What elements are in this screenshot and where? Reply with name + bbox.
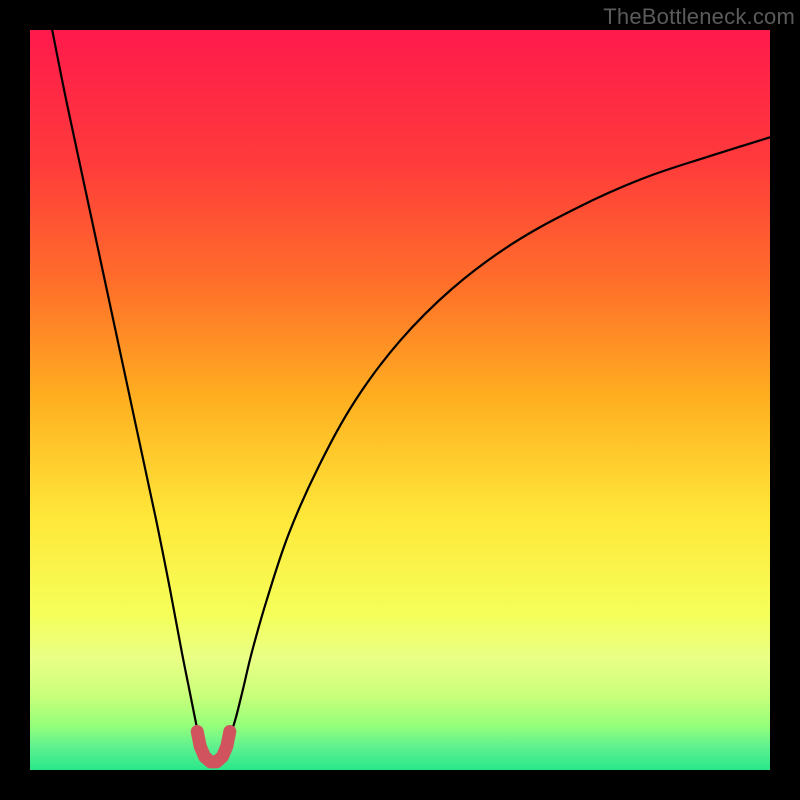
watermark-text: TheBottleneck.com — [603, 4, 795, 30]
chart-svg — [30, 30, 770, 770]
gradient-background — [30, 30, 770, 770]
plot-area — [30, 30, 770, 770]
